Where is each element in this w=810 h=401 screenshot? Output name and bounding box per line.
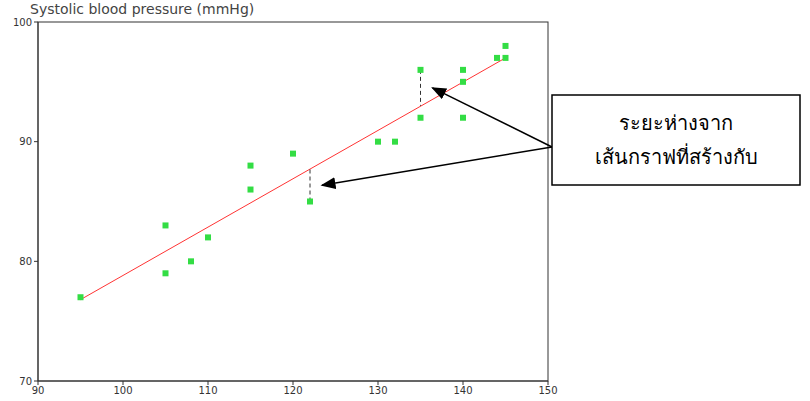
svg-text:130: 130: [368, 385, 387, 396]
svg-text:80: 80: [19, 256, 32, 267]
html-text:Systolic blood pressure (mmHg): Systolic blood pressure (mmHg): [30, 1, 255, 17]
svg-text:100: 100: [113, 385, 132, 396]
svg-text:150: 150: [538, 385, 557, 396]
svg-text:110: 110: [198, 385, 217, 396]
svg-text:100: 100: [13, 17, 32, 28]
svg-text:90: 90: [32, 385, 45, 396]
svg-text:140: 140: [453, 385, 472, 396]
svg-text:90: 90: [19, 136, 32, 147]
svg-text:70: 70: [19, 376, 32, 387]
html-text:เส้นกราฟที่สร้างกับ: เส้นกราฟที่สร้างกับ: [594, 145, 758, 169]
svg-text:120: 120: [283, 385, 302, 396]
html-text:ระยะห่างจาก: ระยะห่างจาก: [619, 111, 733, 135]
